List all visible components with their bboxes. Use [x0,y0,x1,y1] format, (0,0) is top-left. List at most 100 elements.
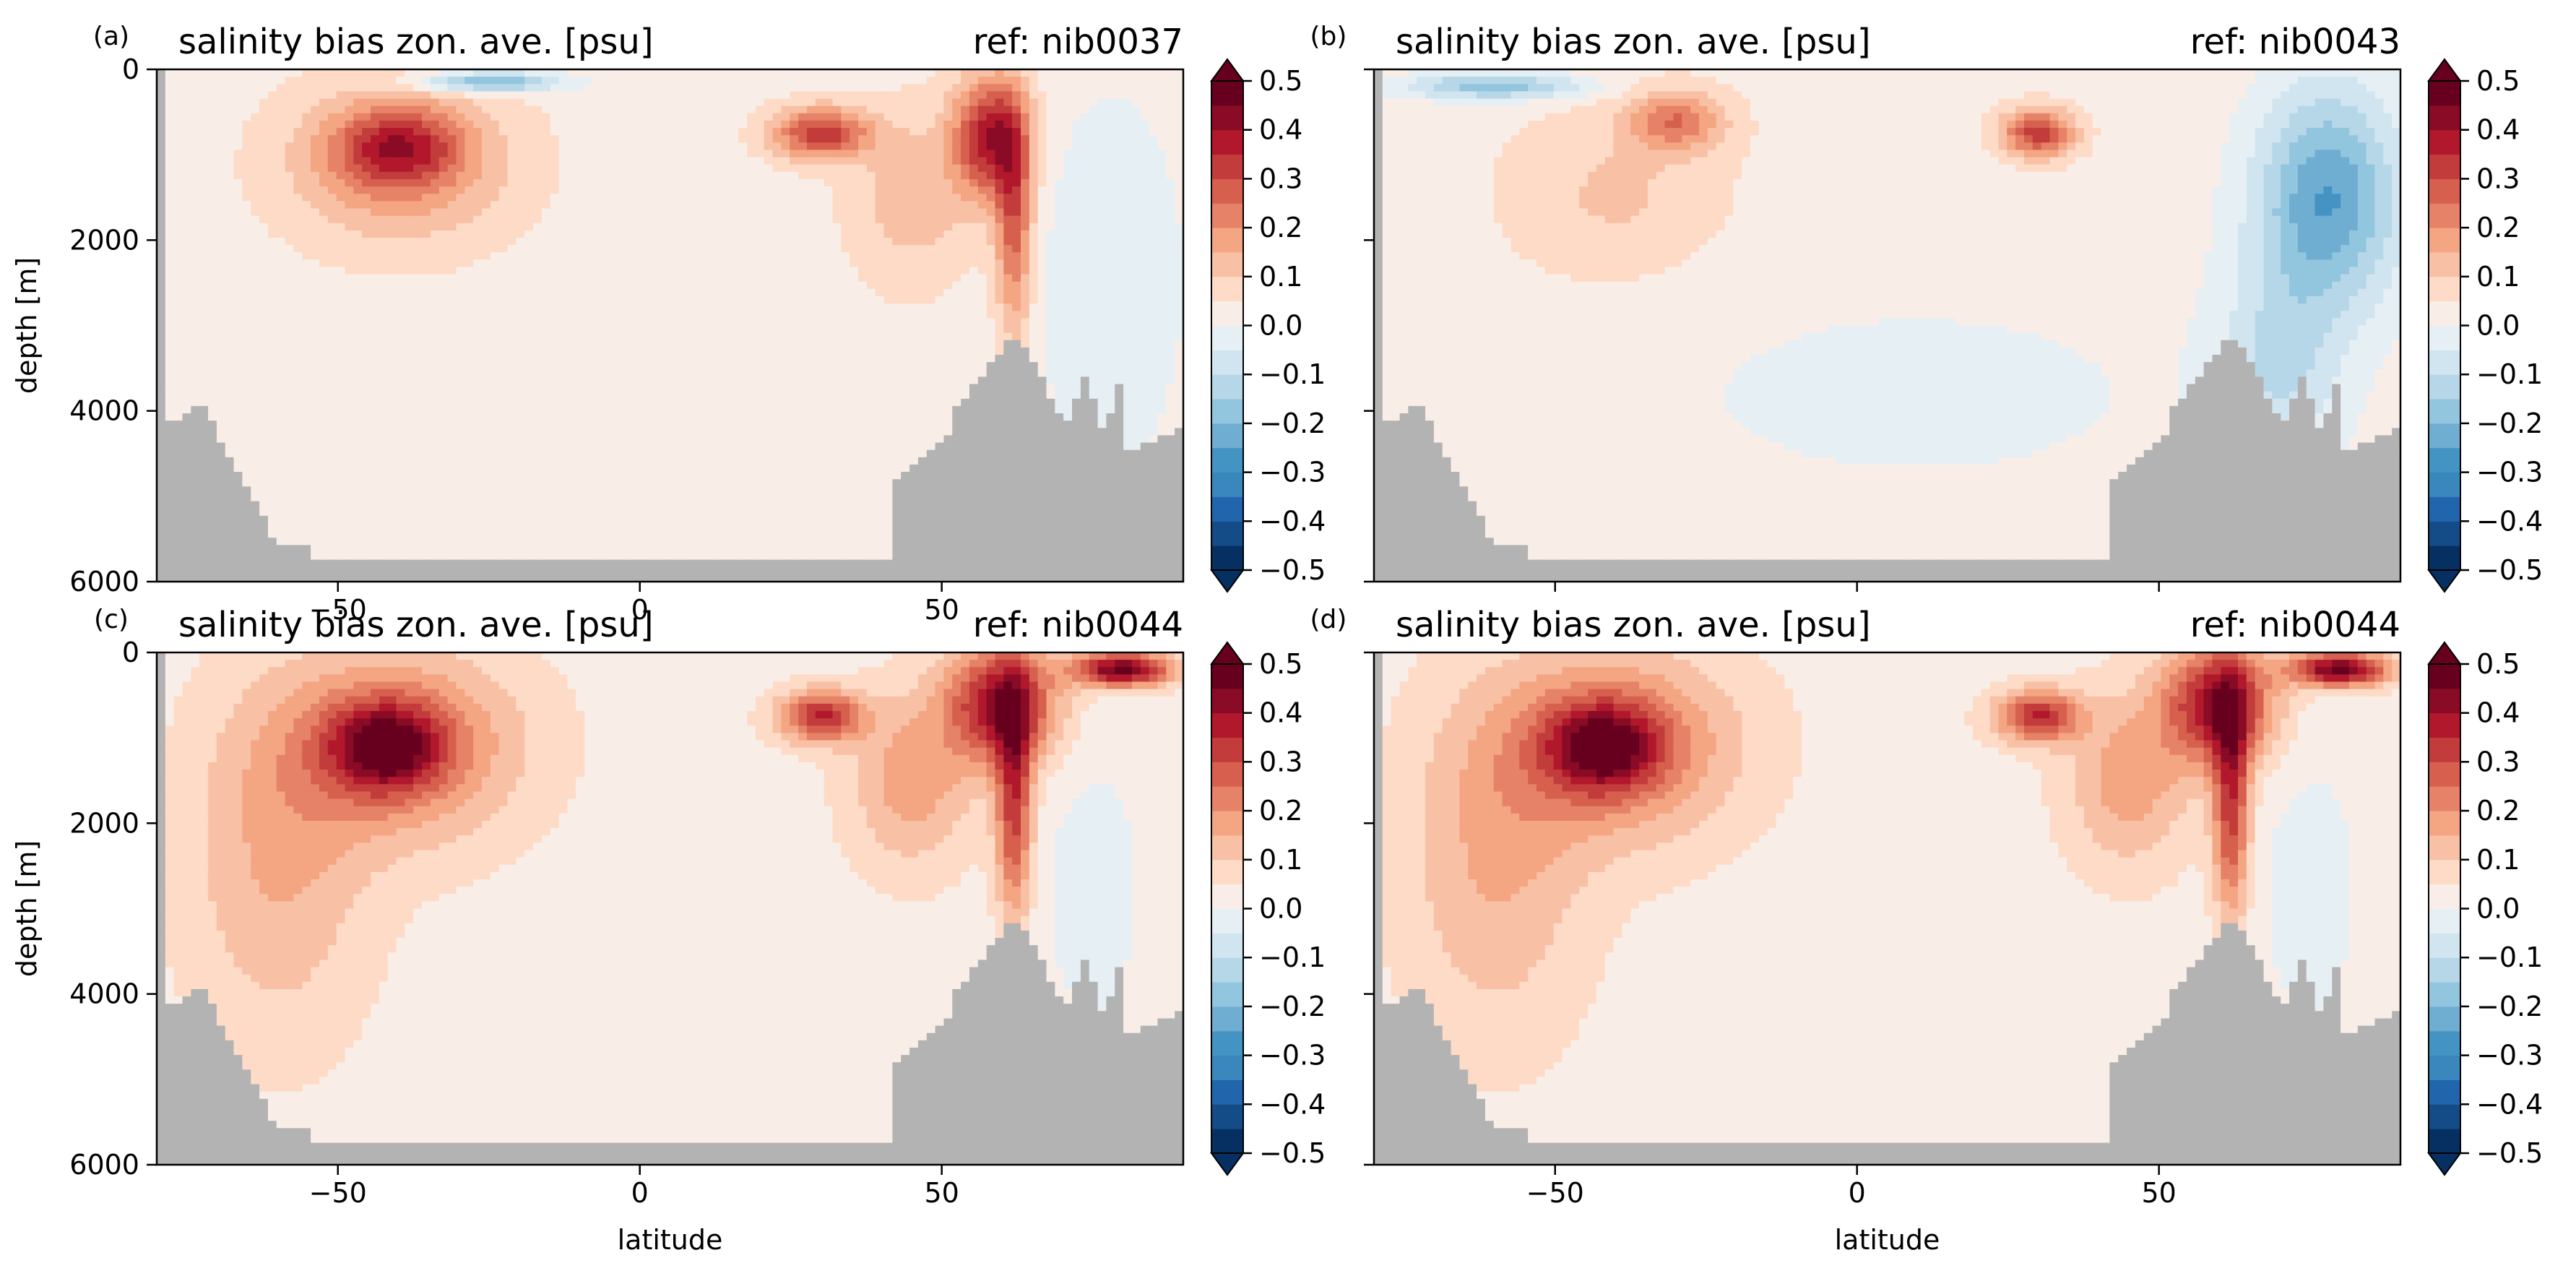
heatmap-cell [550,99,559,107]
heatmap-cell [448,457,457,465]
heatmap-cell [362,348,371,355]
heatmap-cell [183,384,191,392]
heatmap-cell [550,384,559,392]
heatmap-cell [508,340,517,348]
heatmap-cell [251,326,259,334]
heatmap-cell [285,275,294,283]
heatmap-cell [259,194,268,202]
heatmap-cell [756,121,764,129]
heatmap-cell [696,128,704,136]
heatmap-cell [439,523,448,531]
heatmap-cell [738,479,747,487]
heatmap-cell [285,186,294,194]
heatmap-cell [490,435,499,443]
heatmap-cell [516,376,524,384]
heatmap-cell [337,84,345,92]
heatmap-cell [653,530,662,538]
heatmap-cell [337,142,345,150]
heatmap-cell [345,238,354,246]
heatmap-cell [422,326,431,334]
heatmap-cell [490,560,499,568]
heatmap-cell [542,523,550,531]
heatmap-cell [217,523,225,531]
heatmap-cell [524,479,533,487]
heatmap-cell [259,150,268,158]
heatmap-cell [431,303,439,311]
heatmap-cell [756,428,764,436]
heatmap-cell [610,91,619,99]
heatmap-cell [234,165,243,173]
heatmap-cell [285,91,294,99]
heatmap-cell [174,355,183,363]
heatmap-cell [319,259,328,267]
heatmap-cell [584,245,593,253]
heatmap-cell [722,501,730,509]
heatmap-cell [499,267,508,275]
heatmap-cell [165,493,174,501]
heatmap-cell [165,91,174,99]
heatmap-cell [157,186,165,194]
heatmap-cell [328,282,337,290]
heatmap-cell [670,194,679,202]
heatmap-cell [311,530,319,538]
heatmap-cell [345,443,354,451]
heatmap-cell [516,384,524,392]
heatmap-cell [277,208,285,216]
heatmap-cell [559,259,568,267]
heatmap-cell [405,216,413,224]
heatmap-cell [713,194,722,202]
heatmap-cell [576,99,584,107]
heatmap-cell [157,472,165,480]
heatmap-cell [738,303,747,311]
heatmap-cell [293,267,302,275]
heatmap-cell [756,465,764,473]
heatmap-cell [559,560,568,568]
heatmap-cell [584,413,593,421]
heatmap-cell [713,289,722,297]
heatmap-cell [687,84,696,92]
heatmap-cell [405,186,413,194]
heatmap-cell [319,428,328,436]
heatmap-cell [722,121,730,129]
heatmap-cell [687,150,696,158]
heatmap-cell [353,428,362,436]
heatmap-cell [473,376,482,384]
heatmap-cell [747,362,756,370]
heatmap-cell [293,369,302,377]
heatmap-cell [524,348,533,355]
heatmap-cell [696,186,704,194]
heatmap-cell [550,208,559,216]
heatmap-cell [533,530,542,538]
heatmap-cell [422,450,431,458]
heatmap-cell [524,486,533,494]
heatmap-cell [464,275,473,283]
heatmap-cell [379,318,388,326]
heatmap-cell [353,472,362,480]
heatmap-cell [662,223,670,231]
heatmap-cell [379,121,388,129]
heatmap-cell [345,486,354,494]
heatmap-cell [268,282,277,290]
heatmap-cell [259,450,268,458]
heatmap-cell [653,84,662,92]
heatmap-cell [345,421,354,428]
heatmap-cell [405,282,413,290]
heatmap-cell [251,99,259,107]
heatmap-cell [345,428,354,436]
heatmap-cell [722,450,730,458]
heatmap-cell [268,238,277,246]
heatmap-cell [550,128,559,136]
heatmap-cell [678,142,687,150]
heatmap-cell [567,259,576,267]
heatmap-cell [490,230,499,238]
heatmap-cell [165,223,174,231]
heatmap-cell [516,369,524,377]
heatmap-cell [174,538,183,546]
heatmap-cell [388,186,397,194]
heatmap-cell [191,275,199,283]
heatmap-cell [234,384,243,392]
heatmap-cell [490,208,499,216]
heatmap-cell [319,121,328,129]
heatmap-cell [662,113,670,121]
heatmap-cell [696,392,704,400]
